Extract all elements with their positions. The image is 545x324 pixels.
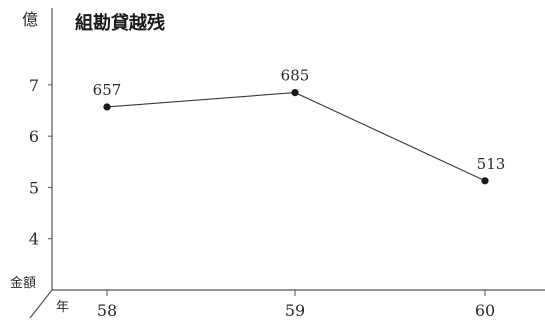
x-tick-label: 60 [475,301,495,320]
y-tick-label: 4 [29,230,39,249]
y-tick-label: 5 [29,178,39,197]
data-point [481,177,489,185]
chart-title: 組勘貸越残 [75,12,165,34]
x-tick-label: 58 [97,301,117,320]
y-tick-label: 7 [29,76,39,95]
y-tick-group: 4 5 6 7 [29,76,52,249]
series-line [106,92,486,182]
data-point [103,103,111,111]
series-group: 657 685 513 [93,67,506,185]
data-label: 513 [477,155,506,173]
y-tick-label: 6 [29,127,39,146]
x-tick-group: 58 59 60 [97,290,495,320]
data-point [291,89,299,97]
x-axis-label: 年 [56,300,69,315]
axis-corner-diagonal [29,289,53,319]
y-axis-label: 金額 [10,275,36,291]
data-label: 685 [281,67,310,85]
x-tick-label: 59 [285,301,305,320]
data-label: 657 [93,81,122,99]
y-axis-unit: 億 [22,10,38,29]
